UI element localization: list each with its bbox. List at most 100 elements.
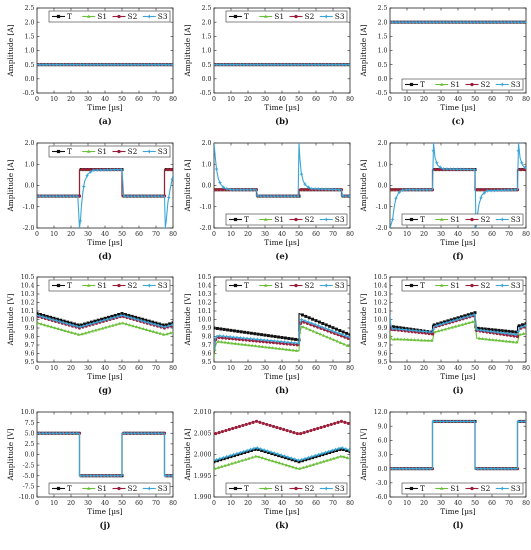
marker-T: [56, 14, 61, 19]
marker-S2: [220, 429, 225, 434]
marker-S3: [445, 320, 449, 325]
x-tick-label: 80: [346, 500, 354, 507]
legend-box: [401, 78, 524, 91]
marker-S3: [411, 466, 415, 471]
marker-S3: [438, 322, 443, 327]
marker-S1: [104, 325, 108, 329]
subplot-e: 0 10 20 30 40 50 60 70 80 -2.0 -1.0 0.0 1.0 2.0 Time […: [183, 140, 354, 261]
marker-S3: [390, 20, 395, 25]
marker-S2: [224, 428, 228, 433]
x-tick-label: 0: [212, 500, 216, 507]
y-tick-label: 0.0: [378, 76, 388, 83]
marker-S3: [292, 194, 297, 199]
marker-S3: [445, 167, 449, 171]
y-tick-label: 2.5: [202, 5, 212, 12]
legend-label-S2: S2: [128, 281, 138, 290]
marker-S3: [482, 20, 487, 25]
x-tick-label: 50: [471, 365, 479, 372]
marker-S1: [457, 323, 461, 327]
marker-S1: [43, 323, 47, 327]
marker-S3: [438, 20, 443, 25]
y-tick-label: 9.8: [378, 334, 388, 341]
marker-S3: [397, 190, 402, 195]
marker-S3: [513, 187, 517, 192]
y-tick-label: 10.5: [21, 274, 35, 281]
marker-T: [500, 329, 504, 333]
marker-S3: [455, 419, 460, 424]
legend-label-S2: S2: [128, 484, 138, 493]
marker-S3: [279, 339, 284, 344]
marker-S3: [438, 419, 443, 424]
marker-S3: [81, 324, 86, 328]
marker-T: [436, 322, 440, 326]
marker-S1: [439, 283, 444, 287]
marker-S3: [324, 486, 329, 491]
marker-S1: [443, 327, 447, 331]
marker-S3: [434, 323, 439, 328]
x-tick-label: 80: [346, 365, 354, 372]
marker-S3: [136, 62, 141, 67]
marker-S3: [400, 327, 405, 332]
marker-T: [334, 449, 338, 453]
marker-S1: [226, 462, 231, 466]
marker-S3: [394, 20, 398, 25]
marker-S3: [241, 449, 246, 454]
marker-T: [66, 320, 70, 324]
marker-S1: [315, 461, 319, 465]
marker-T: [246, 331, 250, 335]
marker-S1: [39, 322, 43, 326]
marker-S3: [523, 323, 526, 328]
marker-T: [229, 328, 233, 332]
marker-S3: [500, 486, 505, 491]
marker-S3: [417, 329, 422, 334]
marker-S3: [129, 62, 134, 67]
marker-S3: [92, 321, 96, 326]
x-tick-label: 80: [169, 365, 177, 372]
marker-S1: [114, 322, 118, 326]
legend-label-S3: S3: [335, 215, 345, 224]
marker-S3: [105, 62, 110, 67]
x-tick-label: 30: [84, 365, 92, 372]
y-tick-label: 9.6: [378, 351, 388, 358]
series-layer: [37, 431, 173, 478]
marker-S3: [292, 340, 297, 345]
y-axis-label: Amplitude [A]: [183, 159, 192, 212]
x-tick-label: 20: [420, 231, 428, 238]
marker-S3: [147, 14, 152, 19]
marker-S1: [264, 345, 268, 349]
marker-T: [287, 336, 291, 340]
marker-S3: [238, 62, 243, 67]
marker-S3: [316, 323, 321, 328]
legend: T S1 S2 S3: [401, 78, 524, 91]
y-tick-label: 0.5: [25, 62, 35, 69]
x-tick-label: 70: [329, 500, 337, 507]
x-tick-label: 30: [437, 231, 445, 238]
marker-S3: [85, 323, 90, 327]
y-tick-label: -0.5: [200, 90, 212, 97]
marker-S3: [143, 62, 147, 67]
marker-S3: [81, 62, 86, 67]
marker-S3: [500, 217, 505, 222]
marker-S2: [231, 426, 235, 431]
x-tick-label: 0: [212, 365, 216, 372]
marker-T: [524, 322, 526, 326]
marker-S3: [303, 318, 307, 323]
marker-T: [56, 486, 61, 491]
marker-S2: [430, 332, 435, 336]
marker-S1: [511, 340, 515, 344]
marker-S1: [335, 455, 339, 459]
y-tick-label: 0.0: [25, 76, 35, 83]
marker-S3: [458, 167, 463, 172]
marker-S1: [318, 460, 322, 464]
marker-T: [239, 452, 243, 456]
marker-T: [236, 453, 240, 457]
marker-S3: [343, 333, 348, 338]
marker-S3: [78, 218, 83, 223]
subplot-h: 0 10 20 30 40 50 60 70 80 9.59.6 9.79.8 9.910.0 10.1…: [183, 274, 354, 395]
marker-S3: [126, 314, 130, 319]
marker-S3: [132, 194, 137, 199]
marker-T: [233, 14, 238, 19]
marker-S2: [339, 419, 344, 423]
marker-S3: [170, 62, 173, 67]
x-axis-label: Time [µs]: [87, 103, 123, 112]
